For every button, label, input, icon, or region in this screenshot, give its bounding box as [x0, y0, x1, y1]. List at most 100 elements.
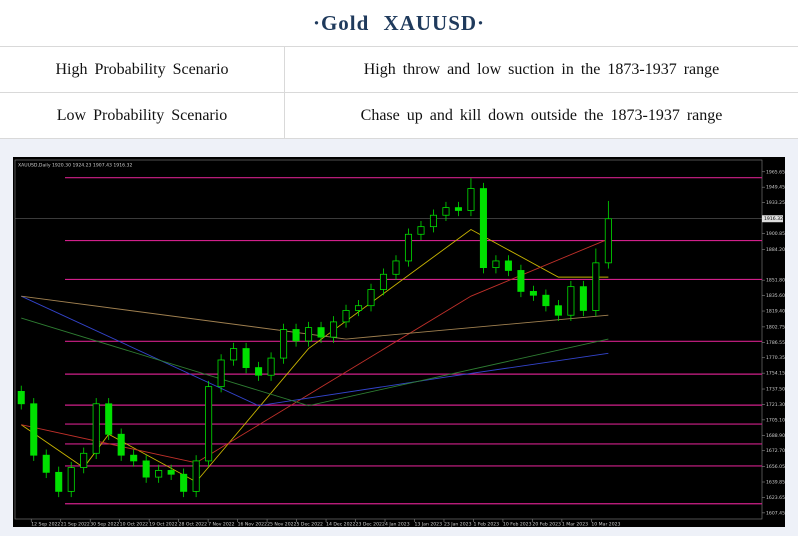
- y-tick-label: 1786.55: [766, 340, 785, 346]
- candle-body: [180, 473, 188, 492]
- x-tick-label: 10 Mar 2023: [591, 522, 620, 528]
- candle-body: [117, 433, 125, 456]
- x-tick-label: 7 Nov 2022: [208, 522, 235, 528]
- y-tick-label: 1949.45: [766, 185, 785, 191]
- x-tick-label: 16 Nov 2022: [238, 522, 267, 528]
- candle-body: [255, 367, 263, 376]
- candle-body: [280, 329, 288, 359]
- candle-body: [529, 291, 537, 296]
- y-tick-label: 1851.80: [766, 278, 785, 284]
- candle-body: [429, 214, 437, 228]
- y-tick-label: 1705.10: [766, 417, 785, 423]
- candle-body: [417, 226, 425, 235]
- candle-body: [367, 289, 375, 307]
- candle-body: [205, 386, 213, 462]
- y-tick-label: 1607.45: [766, 510, 785, 516]
- candle-body: [592, 262, 600, 311]
- candle-body: [454, 207, 462, 211]
- candle-body: [317, 327, 325, 338]
- candle-body: [467, 188, 475, 211]
- candle-body: [130, 454, 138, 462]
- y-tick-label: 1754.15: [766, 371, 785, 377]
- candle-body: [292, 329, 300, 342]
- candle-body: [105, 403, 113, 435]
- y-tick-label: 1688.90: [766, 433, 785, 439]
- y-tick-label: 1770.35: [766, 355, 785, 361]
- x-tick-label: 28 Oct 2022: [179, 522, 207, 528]
- candle-body: [392, 260, 400, 275]
- x-tick-label: 5 Dec 2022: [297, 522, 324, 528]
- y-tick-label: 1802.75: [766, 324, 785, 330]
- page-title: ·Gold XAUUSD·: [312, 11, 486, 35]
- table-cell: High Probability Scenario: [0, 46, 285, 93]
- y-tick-label: 1672.70: [766, 448, 785, 454]
- moving-average: [21, 317, 609, 407]
- table-cell: High throw and low suction in the 1873-1…: [284, 46, 798, 93]
- x-tick-label: 30 Sep 2022: [90, 522, 119, 528]
- candle-body: [479, 188, 487, 269]
- candle-body: [554, 305, 562, 316]
- candle-body: [267, 357, 275, 376]
- x-tick-label: 20 Feb 2023: [532, 522, 561, 528]
- y-tick-label: 1623.65: [766, 495, 785, 501]
- y-tick-label: 1965.65: [766, 169, 785, 175]
- candle-body: [80, 452, 88, 468]
- candle-body: [142, 460, 150, 478]
- x-tick-label: 1 Mar 2023: [562, 522, 588, 528]
- candle-body: [42, 454, 50, 473]
- x-tick-label: 25 Nov 2022: [267, 522, 296, 528]
- candle-body: [492, 260, 500, 269]
- chart: XAUUSD,Daily 1920.30 1924.23 1907.43 191…: [13, 157, 785, 527]
- chart-background: [13, 157, 785, 527]
- candle-body: [579, 286, 587, 311]
- candle-body: [17, 390, 25, 405]
- candle-body: [442, 207, 450, 216]
- y-tick-label: 1900.85: [766, 231, 785, 237]
- candle-body: [192, 460, 200, 492]
- x-tick-label: 23 Jan 2023: [444, 522, 472, 528]
- y-tick-label: 1933.25: [766, 200, 785, 206]
- x-tick-label: 12 Sep 2022: [31, 522, 60, 528]
- moving-average: [20, 228, 609, 483]
- candle-body: [604, 218, 612, 264]
- candle-body: [542, 294, 550, 307]
- y-tick-label: 1835.60: [766, 293, 785, 299]
- candle-body: [55, 471, 63, 492]
- candle-body: [230, 348, 238, 361]
- y-tick-label: 1737.50: [766, 387, 785, 393]
- candle-body: [242, 348, 250, 368]
- candle-body: [167, 470, 175, 475]
- candle-body: [217, 359, 225, 388]
- candle-body: [517, 270, 525, 292]
- plot-frame: [14, 159, 763, 520]
- last-price-label: 1916.32: [764, 216, 783, 222]
- y-tick-label: 1884.20: [766, 247, 785, 253]
- candle-body: [330, 321, 338, 338]
- x-tick-label: 14 Dec 2022: [326, 522, 355, 528]
- chart-header: XAUUSD,Daily 1920.30 1924.23 1907.43 191…: [18, 163, 132, 169]
- y-tick-label: 1819.40: [766, 309, 785, 315]
- candle-body: [379, 273, 388, 290]
- candle-body: [342, 310, 350, 323]
- last-price-tag: [762, 215, 783, 223]
- candle-body: [354, 305, 363, 311]
- candle-body: [155, 470, 163, 478]
- y-tick-label: 1721.30: [766, 402, 785, 408]
- candle-body: [30, 403, 38, 456]
- x-tick-label: 10 Feb 2023: [503, 522, 532, 528]
- x-tick-label: 19 Oct 2022: [149, 522, 177, 528]
- moving-average: [21, 238, 609, 464]
- table-row: Low Probability Scenario Chase up and ki…: [0, 92, 798, 139]
- y-tick-label: 1639.85: [766, 480, 785, 486]
- moving-average: [21, 295, 609, 407]
- candle-body: [504, 260, 512, 271]
- table-cell: Low Probability Scenario: [0, 92, 285, 139]
- x-tick-label: 4 Jan 2023: [385, 522, 410, 528]
- candle-body: [404, 233, 413, 262]
- candle-body: [567, 286, 575, 316]
- scenario-table: High Probability Scenario High throw and…: [0, 46, 798, 139]
- candle-body: [305, 327, 313, 342]
- x-tick-label: 21 Sep 2022: [61, 522, 90, 528]
- candle-body: [67, 467, 75, 492]
